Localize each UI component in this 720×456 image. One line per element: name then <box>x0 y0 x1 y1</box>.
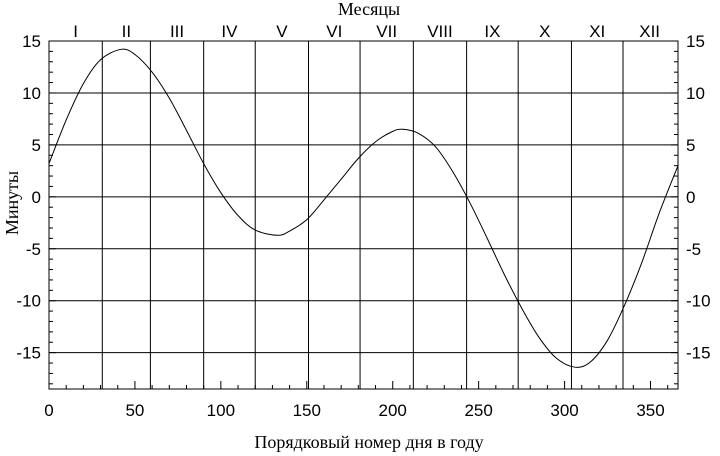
series-line <box>48 48 679 368</box>
x-tick-label: 350 <box>636 401 664 420</box>
grid <box>49 40 678 389</box>
ticks <box>48 40 678 389</box>
y-tick-label-right: -15 <box>686 344 711 363</box>
y-axis-title: Минуты <box>2 171 22 235</box>
month-label: II <box>122 22 131 41</box>
y-tick-label-left: -15 <box>16 344 41 363</box>
x-tick-label: 50 <box>125 401 144 420</box>
month-label: VII <box>376 22 397 41</box>
series <box>48 48 679 368</box>
y-tick-label-left: -10 <box>16 292 41 311</box>
x-tick-label: 100 <box>207 401 235 420</box>
x-tick-label: 0 <box>44 401 53 420</box>
month-label: I <box>73 22 78 41</box>
month-label: XI <box>589 22 605 41</box>
x-tick-label: 250 <box>464 401 492 420</box>
month-label: VI <box>326 22 342 41</box>
y-tick-label-right: -5 <box>686 240 701 259</box>
y-tick-label-left: 0 <box>32 188 41 207</box>
month-label: III <box>170 22 184 41</box>
month-label: XII <box>639 22 660 41</box>
x-tick-label: 200 <box>379 401 407 420</box>
y-tick-label-right: 10 <box>686 84 705 103</box>
y-tick-label-right: -10 <box>686 292 711 311</box>
month-label: IV <box>221 22 238 41</box>
y-tick-label-right: 0 <box>686 188 695 207</box>
y-tick-label-left: -5 <box>26 240 41 259</box>
month-label: IX <box>484 22 500 41</box>
month-label: VIII <box>427 22 453 41</box>
plot-frame <box>48 40 679 390</box>
top-axis-title: Месяцы <box>338 0 400 19</box>
y-tick-label-left: 15 <box>22 32 41 51</box>
month-label: V <box>276 22 288 41</box>
y-tick-label-left: 10 <box>22 84 41 103</box>
x-tick-label: 300 <box>550 401 578 420</box>
y-tick-label-right: 15 <box>686 32 705 51</box>
x-tick-label: 150 <box>293 401 321 420</box>
y-tick-label-right: 5 <box>686 136 695 155</box>
month-label: X <box>539 22 550 41</box>
y-tick-label-left: 5 <box>32 136 41 155</box>
x-axis-title: Порядковый номер дня в году <box>254 432 483 452</box>
